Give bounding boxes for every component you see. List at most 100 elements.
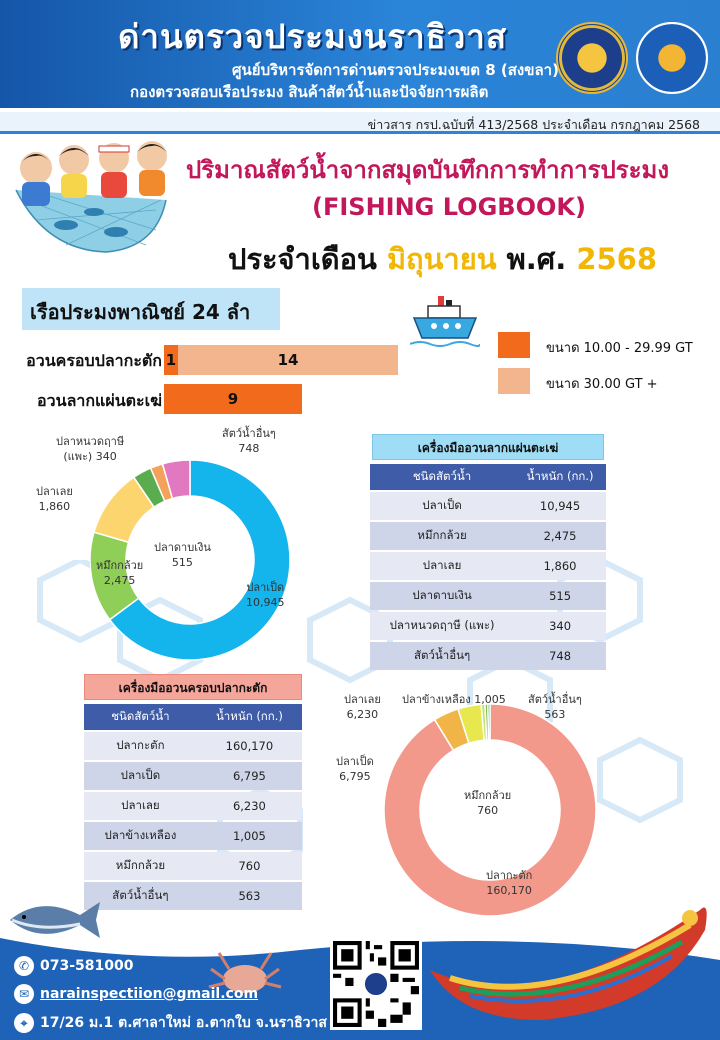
table2-header-cell: น้ำหนัก (กก.) — [196, 704, 302, 730]
pie1-label-nuat-name: ปลาหนวดฤาษี — [56, 435, 125, 448]
fishermen-illustration — [15, 141, 167, 253]
table1-row: สัตว์น้ำอื่นๆ 748 — [370, 642, 606, 670]
report-period-prefix: ประจำเดือน — [228, 242, 377, 276]
otter-trawl-donut-chart — [90, 459, 291, 661]
table2-species-cell: หมึกกล้วย — [84, 852, 197, 880]
table2-species-cell: สัตว์น้ำอื่นๆ — [84, 882, 197, 910]
table1-species-cell: ปลาเป็ด — [370, 492, 515, 520]
pie1-label-loei-name: ปลาเลย — [36, 485, 73, 498]
contact-phone: ✆ 073-581000 — [14, 956, 133, 976]
pie2-label-loei-value: 6,230 — [346, 708, 379, 721]
contact-email-link[interactable]: narainspectiion@gmail.com — [40, 986, 259, 1002]
donut1-slice-4 — [161, 459, 191, 500]
bar-label-anchovy-net: อวนครอบปลากะตัก — [26, 351, 162, 370]
table1-row: หมึกกล้วย 2,475 — [370, 522, 606, 550]
table2-row: ปลาข้างเหลือง 1,005 — [84, 822, 302, 850]
pie1-label-nuat-value: (แพะ) 340 — [63, 450, 117, 463]
department-of-fisheries-logo — [556, 22, 628, 94]
table1-species-cell: ปลาดาบเงิน — [370, 582, 515, 610]
fishery-inspection-logo — [636, 22, 708, 94]
pie1-label-pet-name: ปลาเป็ด — [246, 581, 285, 594]
contact-email[interactable]: ✉ narainspectiion@gmail.com — [14, 984, 258, 1004]
table1-weight-cell: 2,475 — [514, 522, 606, 550]
pie1-label-other-value: 748 — [238, 442, 260, 455]
table2-species-cell: ปลาเป็ด — [84, 762, 197, 790]
contact-address: ⌖ 17/26 ม.1 ต.ศาลาใหม่ อ.ตากใบ จ.นราธิวา… — [14, 1012, 381, 1034]
table1-species-cell: ปลาหนวดฤาษี (แพะ) — [370, 612, 515, 640]
legend-label-small: ขนาด 10.00 - 29.99 GT — [546, 341, 693, 356]
pie1-label-loei-value: 1,860 — [38, 500, 71, 513]
anchovy-net-table: ชนิดสัตว์น้ำ น้ำหนัก (กก.) ปลากะตัก 160,170… — [84, 702, 302, 912]
table2-weight-cell: 160,170 — [196, 732, 302, 760]
crab-illustration — [208, 952, 282, 993]
table1-row: ปลาเป็ด 10,945 — [370, 492, 606, 520]
pie2-label-khang: ปลาข้างเหลือง 1,005 — [402, 692, 506, 707]
pie2-label-khang-value: 1,005 — [474, 693, 506, 706]
table2-row: หมึกกล้วย 760 — [84, 852, 302, 880]
table1-header-cell: ชนิดสัตว์น้ำ — [370, 464, 515, 490]
table2-row: ปลากะตัก 160,170 — [84, 732, 302, 760]
pie2-label-pet-value: 6,795 — [339, 770, 371, 783]
pie2-label-other: สัตว์น้ำอื่นๆ 563 — [528, 692, 582, 722]
table2-species-cell: ปลาข้างเหลือง — [84, 822, 197, 850]
pie2-label-kratak-value: 160,170 — [486, 884, 532, 897]
table2-header-cell: ชนิดสัตว์น้ำ — [84, 704, 197, 730]
qr-code[interactable] — [330, 938, 422, 1030]
pie1-label-pet: ปลาเป็ด 10,945 — [246, 580, 285, 610]
table2-species-cell: ปลากะตัก — [84, 732, 197, 760]
pie1-label-nuat: ปลาหนวดฤาษี (แพะ) 340 — [56, 434, 124, 464]
table1-weight-cell: 515 — [514, 582, 606, 610]
pie2-label-other-value: 563 — [544, 708, 566, 721]
pie1-label-dab: ปลาดาบเงิน 515 — [154, 540, 211, 570]
report-title-english: (FISHING LOGBOOK) — [312, 193, 586, 221]
table2-title: เครื่องมืออวนครอบปลากะตัก — [84, 674, 302, 700]
pie1-label-dab-value: 515 — [171, 556, 193, 569]
pie1-label-pet-value: 10,945 — [246, 596, 285, 609]
table2-weight-cell: 760 — [196, 852, 302, 880]
pie2-label-khang-name: ปลาข้างเหลือง — [402, 693, 471, 706]
table2-species-cell: ปลาเลย — [84, 792, 197, 820]
pie1-label-loei: ปลาเลย 1,860 — [36, 484, 73, 514]
bar-otter-small: 9 — [164, 384, 302, 414]
office-subtitle-2: กองตรวจสอบเรือประมง สินค้าสัตว์น้ำและปัจ… — [130, 83, 489, 101]
table1-weight-cell: 748 — [514, 642, 606, 670]
pie2-label-squid: หมึกกล้วย 760 — [464, 788, 511, 818]
ship-icon — [410, 296, 480, 347]
pie1-label-other-name: สัตว์น้ำอื่นๆ — [222, 427, 276, 440]
donut2-slice-0 — [383, 703, 597, 917]
office-subtitle-1: ศูนย์บริหารจัดการด่านตรวจประมงเขต 8 (สงข… — [232, 61, 559, 79]
table2-header-row: ชนิดสัตว์น้ำ น้ำหนัก (กก.) — [84, 704, 302, 730]
vessel-count-label: เรือประมงพาณิชย์ 24 ลำ — [30, 300, 251, 324]
table1-weight-cell: 340 — [514, 612, 606, 640]
pie2-label-squid-name: หมึกกล้วย — [464, 789, 512, 802]
fish-illustration — [10, 902, 100, 938]
table1-title: เครื่องมืออวนลากแผ่นตะเฆ่ — [372, 434, 604, 460]
table2-row: สัตว์น้ำอื่นๆ 563 — [84, 882, 302, 910]
pie2-label-other-name: สัตว์น้ำอื่นๆ — [528, 693, 582, 706]
header-banner: ด่านตรวจประมงนราธิวาส ศูนย์บริหารจัดการด… — [0, 0, 720, 108]
contact-address-text: 17/26 ม.1 ต.ศาลาใหม่ อ.ตากใบ จ.นราธิวาส … — [40, 1015, 381, 1031]
table1-weight-cell: 1,860 — [514, 552, 606, 580]
pie1-label-squid-name: หมึกกล้วย — [96, 559, 144, 572]
phone-icon: ✆ — [14, 956, 34, 976]
bar-anchovy-small: 1 — [164, 345, 178, 375]
contact-phone-text: 073-581000 — [40, 958, 134, 974]
anchovy-net-donut-chart — [383, 703, 597, 917]
location-icon: ⌖ — [14, 1013, 34, 1033]
legend-swatch-small — [498, 332, 530, 358]
pie2-label-kratak-name: ปลากะตัก — [486, 869, 533, 882]
donut2-slice-5 — [487, 703, 491, 741]
table1-species-cell: ปลาเลย — [370, 552, 515, 580]
pie2-label-pet-name: ปลาเป็ด — [336, 755, 374, 768]
bar-anchovy-big: 14 — [178, 345, 398, 375]
table1-species-cell: หมึกกล้วย — [370, 522, 515, 550]
table1-header-row: ชนิดสัตว์น้ำ น้ำหนัก (กก.) — [370, 464, 606, 490]
legend-swatch-big — [498, 368, 530, 394]
table1-header-cell: น้ำหนัก (กก.) — [514, 464, 606, 490]
report-title: ปริมาณสัตว์น้ำจากสมุดบันทึกการทำการประมง — [186, 156, 670, 184]
table2-row: ปลาเลย 6,230 — [84, 792, 302, 820]
legend-label-big: ขนาด 30.00 GT + — [546, 377, 658, 392]
pie1-label-other: สัตว์น้ำอื่นๆ 748 — [222, 426, 276, 456]
news-issue-bar: ข่าวสาร กรป.ฉบับที่ 413/2568 ประจำเดือน … — [0, 112, 720, 134]
email-icon: ✉ — [14, 984, 34, 1004]
